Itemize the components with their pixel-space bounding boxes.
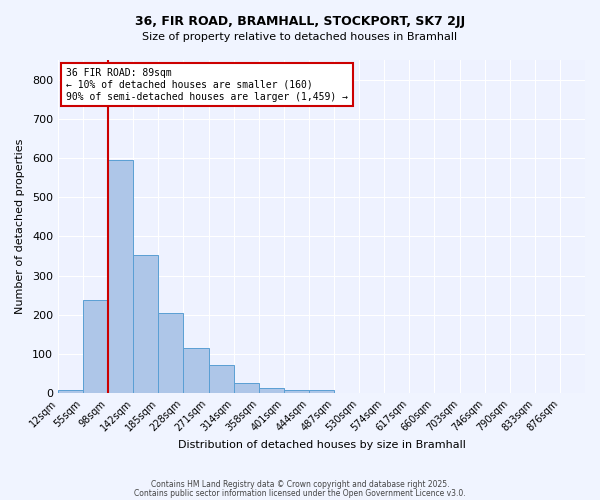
Bar xyxy=(233,382,259,394)
Text: 36 FIR ROAD: 89sqm
← 10% of detached houses are smaller (160)
90% of semi-detach: 36 FIR ROAD: 89sqm ← 10% of detached hou… xyxy=(66,68,348,102)
Bar xyxy=(259,388,284,394)
Text: Contains HM Land Registry data © Crown copyright and database right 2025.: Contains HM Land Registry data © Crown c… xyxy=(151,480,449,489)
Text: Contains public sector information licensed under the Open Government Licence v3: Contains public sector information licen… xyxy=(134,488,466,498)
Bar xyxy=(309,390,334,394)
Bar xyxy=(158,313,184,394)
Bar xyxy=(83,300,108,394)
Bar xyxy=(133,256,158,394)
Bar xyxy=(58,390,83,394)
Bar xyxy=(209,365,233,394)
Y-axis label: Number of detached properties: Number of detached properties xyxy=(15,139,25,314)
Text: Size of property relative to detached houses in Bramhall: Size of property relative to detached ho… xyxy=(142,32,458,42)
Text: 36, FIR ROAD, BRAMHALL, STOCKPORT, SK7 2JJ: 36, FIR ROAD, BRAMHALL, STOCKPORT, SK7 2… xyxy=(135,15,465,28)
Bar xyxy=(184,348,209,394)
Bar xyxy=(108,160,133,394)
Bar xyxy=(284,390,309,394)
X-axis label: Distribution of detached houses by size in Bramhall: Distribution of detached houses by size … xyxy=(178,440,466,450)
